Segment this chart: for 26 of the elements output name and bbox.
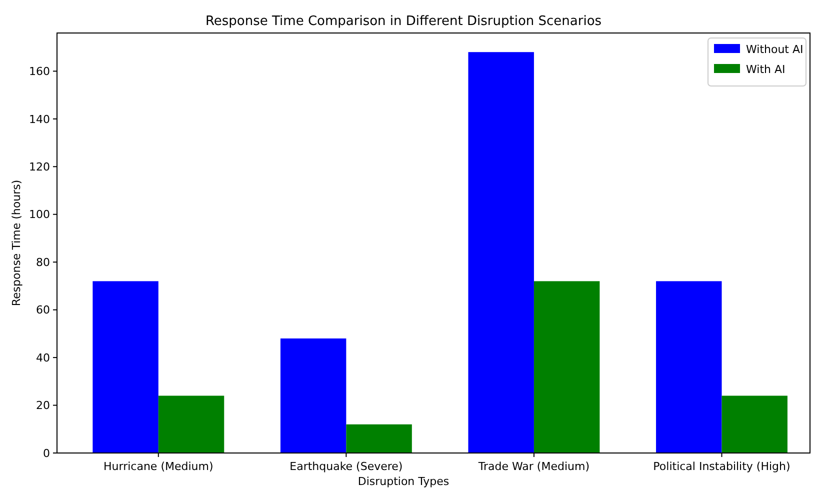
bar (656, 281, 722, 453)
y-tick-label: 0 (43, 446, 50, 460)
y-tick-label: 80 (36, 256, 50, 269)
legend-label: With AI (746, 62, 786, 76)
chart-title: Response Time Comparison in Different Disruption Scenarios (205, 14, 602, 29)
bar (468, 52, 534, 453)
y-tick-label: 40 (36, 351, 50, 364)
x-axis-title: Disruption Types (358, 475, 450, 488)
bar (722, 396, 788, 453)
y-tick-label: 120 (29, 160, 50, 174)
y-tick-label: 160 (29, 65, 50, 78)
x-tick-label: Earthquake (Severe) (290, 460, 403, 473)
y-tick-label: 60 (36, 304, 50, 317)
bar (346, 424, 412, 453)
legend-label: Without AI (746, 42, 804, 56)
x-tick-label: Political Instability (High) (653, 460, 790, 473)
x-tick-label: Hurricane (Medium) (104, 460, 214, 473)
y-tick-label: 20 (36, 399, 50, 412)
y-tick-label: 140 (29, 112, 50, 126)
y-tick-label: 100 (29, 208, 50, 222)
x-tick-label: Trade War (Medium) (477, 460, 590, 473)
bar (92, 281, 158, 453)
bar (280, 338, 346, 453)
bar (534, 281, 600, 453)
y-axis-title: Response Time (hours) (10, 180, 23, 306)
bar (158, 396, 224, 453)
